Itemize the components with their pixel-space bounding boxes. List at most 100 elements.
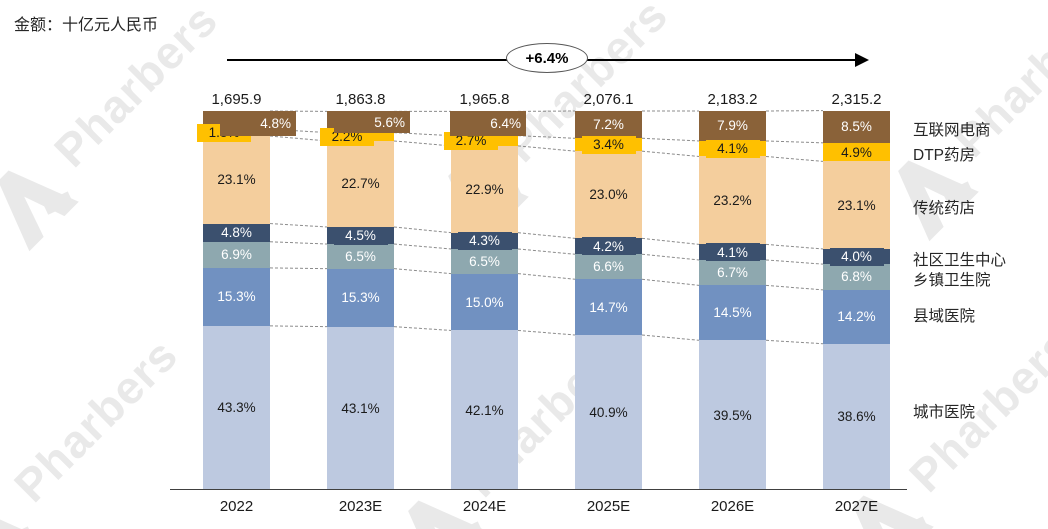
connector-line [269, 128, 328, 134]
segment-label: 6.9% [221, 247, 252, 263]
x-axis-tick-label: 2023E [338, 498, 383, 515]
x-axis-tick-label: 2026E [710, 498, 755, 515]
segment-label: 4.9% [829, 142, 884, 162]
connector-line [765, 339, 824, 345]
segment-label: 23.1% [837, 197, 876, 213]
total-label: 2,183.2 [707, 91, 758, 108]
bar-segment [699, 111, 766, 141]
segment-label: 6.6% [593, 259, 624, 275]
series-label: 城市医院 [913, 403, 976, 421]
connector-line [765, 155, 824, 162]
series-label: 互联网电商 [913, 121, 991, 139]
bar-segment [575, 111, 642, 139]
connector-line [393, 326, 452, 331]
total-label: 2,076.1 [583, 91, 634, 108]
bar-segment [823, 289, 890, 344]
segment-label: 4.5% [333, 226, 388, 245]
connector-line [517, 329, 576, 336]
segment-label: 5.6% [334, 111, 410, 134]
segment-label: 6.4% [450, 111, 526, 136]
series-label: 社区卫生中心 [913, 251, 1007, 269]
connector-line [641, 137, 700, 142]
bar-segment [203, 267, 270, 326]
x-axis-line [170, 489, 907, 490]
segment-label: 7.9% [717, 118, 748, 134]
connector-line [393, 226, 452, 234]
connector-line [641, 334, 700, 341]
segment-label: 4.8% [220, 111, 296, 136]
bar-segment [823, 161, 890, 249]
x-axis-tick-label: 2025E [586, 498, 631, 515]
connector-line [393, 140, 452, 147]
bar-segment [327, 268, 394, 327]
segment-label: 14.7% [589, 299, 628, 315]
bar-segment [699, 156, 766, 245]
connector-line [393, 268, 452, 275]
bar-segment [575, 334, 642, 490]
segment-label: 23.1% [217, 172, 256, 188]
bar-segment [327, 140, 394, 227]
segment-label: 22.7% [341, 176, 380, 192]
total-label: 2,315.2 [831, 91, 882, 108]
bar-segment [203, 241, 270, 268]
segment-label: 6.7% [717, 265, 748, 281]
connector-line [765, 259, 824, 265]
bar-segment [699, 285, 766, 341]
connector-line [641, 253, 700, 261]
segment-label: 23.0% [589, 187, 628, 203]
growth-rate-badge: +6.4% [506, 43, 588, 73]
connector-line [517, 135, 576, 139]
segment-label: 43.1% [341, 400, 380, 416]
segment-label: 15.3% [217, 289, 256, 305]
bar-segment [823, 264, 890, 290]
series-label: 传统药店 [913, 200, 976, 218]
segment-label: 39.5% [713, 407, 752, 423]
x-axis-tick-label: 2027E [834, 498, 879, 515]
bar-segment [327, 244, 394, 269]
segment-label: 6.5% [345, 248, 376, 264]
connector-line [641, 237, 700, 245]
segment-label: 6.5% [469, 253, 500, 269]
total-label: 1,863.8 [335, 91, 386, 108]
total-label: 1,695.9 [211, 91, 262, 108]
segment-label: 38.6% [837, 409, 876, 425]
segment-label: 4.8% [209, 223, 264, 242]
connector-line [641, 150, 700, 157]
connector-line [517, 145, 576, 152]
segment-label: 4.2% [581, 237, 636, 256]
connector-line [269, 135, 328, 142]
connector-line [641, 278, 700, 286]
segment-label: 8.5% [841, 119, 872, 135]
connector-line [765, 284, 824, 291]
connector-line [393, 132, 452, 137]
bar-segment [575, 151, 642, 239]
connector-line [393, 243, 452, 250]
segment-label: 6.8% [841, 269, 872, 285]
connector-line [269, 267, 328, 270]
total-label: 1,965.8 [459, 91, 510, 108]
segment-label: 4.0% [829, 247, 884, 266]
series-label: DTP药房 [913, 147, 976, 165]
segment-label: 40.9% [589, 404, 628, 420]
series-label: 县域医院 [913, 307, 976, 325]
segment-label: 14.2% [837, 309, 876, 325]
segment-label: 4.1% [705, 139, 760, 158]
segment-label: 2.7% [444, 131, 498, 150]
segment-label: 14.5% [713, 305, 752, 321]
bar-segment [451, 330, 518, 490]
bar-segment [451, 273, 518, 331]
bar-segment [699, 259, 766, 286]
connector-line [517, 273, 576, 280]
segment-label: 3.4% [581, 135, 636, 154]
connector-line [765, 140, 824, 144]
segment-label: 4.3% [457, 231, 512, 250]
segment-label: 15.3% [341, 290, 380, 306]
arrow-head-icon [855, 53, 869, 67]
connector-line [269, 223, 328, 228]
bar-segment [575, 279, 642, 335]
bar-segment [451, 248, 518, 274]
x-axis-tick-label: 2022 [219, 498, 254, 515]
series-label: 乡镇卫生院 [913, 272, 991, 289]
